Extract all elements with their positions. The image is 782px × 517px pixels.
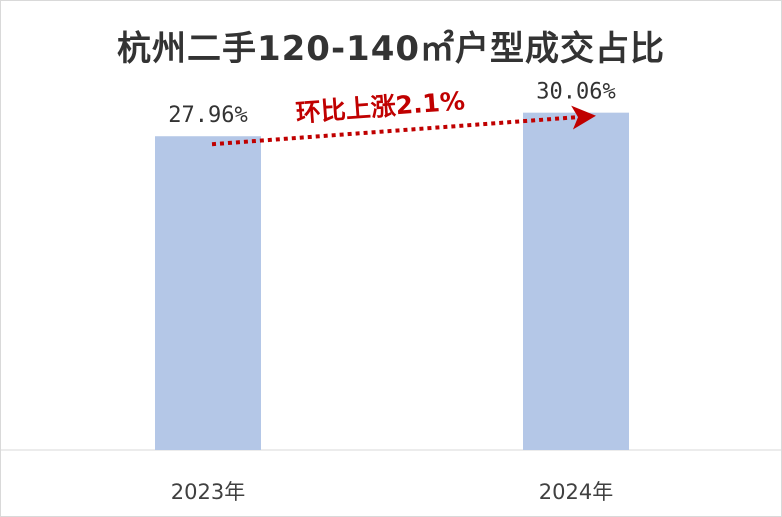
data-label-1: 27.96% xyxy=(168,103,247,128)
chart-title: 杭州二手120-140㎡户型成交占比 xyxy=(116,29,666,69)
bar-2 xyxy=(523,112,629,450)
x-tick-label-2: 2024年 xyxy=(539,480,613,504)
bar-1 xyxy=(155,136,261,450)
trend-annotation: 环比上涨2.1% xyxy=(295,86,466,127)
data-label-2: 30.06% xyxy=(536,80,615,105)
trend-arrow xyxy=(211,105,596,147)
x-tick-label-1: 2023年 xyxy=(171,480,245,504)
